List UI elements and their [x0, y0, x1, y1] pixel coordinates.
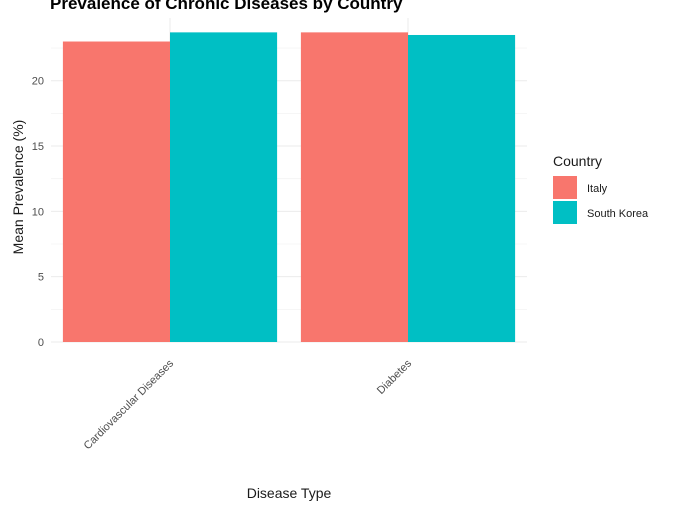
- x-tick-label: Cardiovascular Diseases: [82, 357, 177, 452]
- x-tick-label: Diabetes: [375, 357, 415, 397]
- bar-italy-1: [62, 41, 170, 343]
- legend-title: Country: [553, 153, 602, 169]
- x-axis-title: Disease Type: [247, 485, 332, 501]
- chart-title: Prevalence of Chronic Diseases by Countr…: [50, 0, 403, 13]
- legend: Country Italy South Korea: [553, 153, 649, 224]
- y-tick-label: 20: [32, 76, 44, 88]
- legend-label: Italy: [587, 183, 608, 195]
- x-axis-ticks: Cardiovascular Diseases Diabetes: [82, 357, 415, 452]
- legend-swatch-south-korea: [553, 201, 577, 224]
- legend-swatch-italy: [553, 176, 577, 199]
- y-tick-label: 15: [32, 141, 44, 153]
- y-tick-label: 5: [38, 272, 44, 284]
- y-axis-title: Mean Prevalence (%): [10, 120, 26, 255]
- bar-south-korea-2: [408, 34, 516, 342]
- bar-italy-2: [300, 32, 408, 342]
- bars: [62, 32, 516, 343]
- y-tick-label: 0: [38, 337, 44, 349]
- y-tick-label: 10: [32, 206, 44, 218]
- bar-south-korea-1: [170, 32, 278, 342]
- legend-label: South Korea: [587, 208, 649, 220]
- y-axis-ticks: 0 5 10 15 20: [32, 76, 44, 349]
